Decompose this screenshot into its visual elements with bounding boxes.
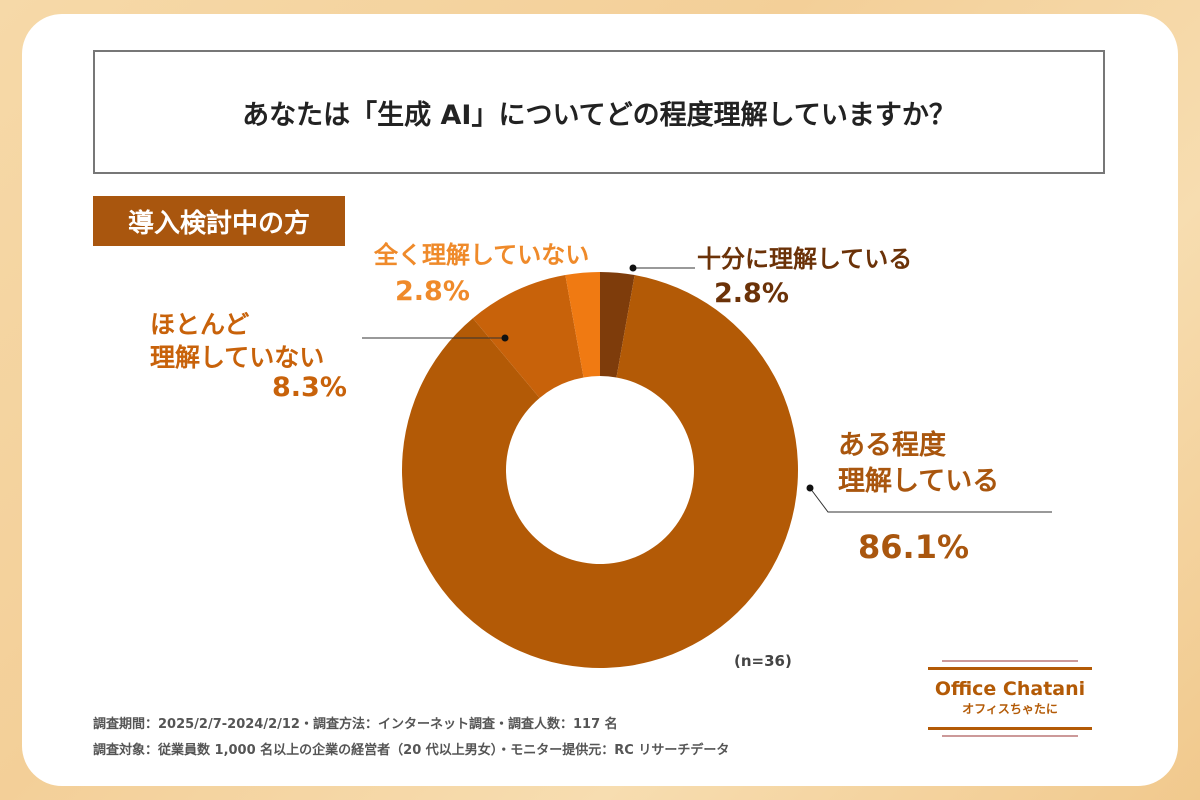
slice-hardly xyxy=(472,275,584,398)
label-not-at-all: 全く理解していない xyxy=(374,241,590,269)
leader-line xyxy=(809,487,1052,513)
sample-size: (n=36) xyxy=(734,652,792,670)
footer-line-2: 調査対象：従業員数 1,000 名以上の企業の経営者（20 代以上男女）・モニタ… xyxy=(93,743,730,758)
logo: Office Chatani オフィスちゃたに xyxy=(928,660,1092,750)
slice-not-at-all xyxy=(565,272,600,378)
value-fully: 2.8% xyxy=(714,278,789,309)
label-hardly: ほとんど 理解していない xyxy=(150,310,325,372)
page-title: あなたは「生成 AI」についてどの程度理解していますか？ xyxy=(93,50,1105,174)
leader-dot xyxy=(501,334,509,342)
footer-line-1: 調査期間：2025/2/7-2024/2/12・調査方法：インターネット調査・調… xyxy=(93,717,618,732)
value-not-at-all: 2.8% xyxy=(395,276,470,307)
value-hardly: 8.3% xyxy=(272,372,347,403)
value-somewhat: 86.1% xyxy=(858,528,970,566)
leader-dot xyxy=(806,484,814,492)
label-somewhat: ある程度 理解している xyxy=(838,430,1000,497)
label-fully: 十分に理解している xyxy=(697,245,913,273)
segment-badge: 導入検討中の方 xyxy=(93,196,345,246)
slice-fully xyxy=(600,272,635,378)
leader-dot xyxy=(629,264,637,272)
slice-somewhat xyxy=(401,275,798,668)
